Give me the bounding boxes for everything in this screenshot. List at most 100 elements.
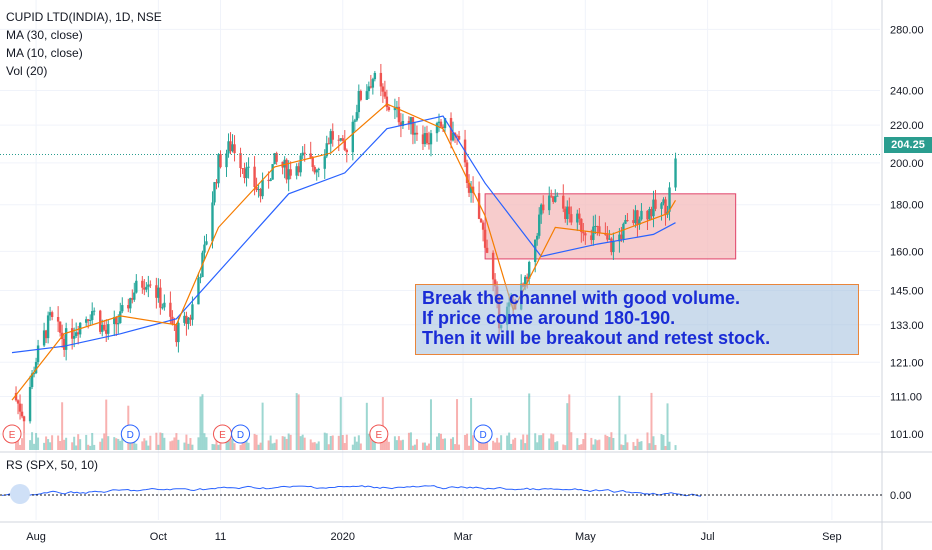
candle-body: [465, 162, 469, 184]
volume-bar: [576, 438, 579, 450]
rs-indicator-legend[interactable]: RS (SPX, 50, 10): [6, 458, 99, 472]
volume-bar: [564, 445, 567, 450]
volume-bar: [275, 439, 278, 450]
candle-body: [413, 132, 417, 135]
volume-bar: [145, 440, 148, 450]
volume-bar: [183, 442, 186, 450]
event-marker: [473, 424, 493, 444]
candle-body: [323, 156, 326, 169]
candle-body: [570, 214, 573, 223]
volume-bar: [65, 437, 68, 450]
volume-bar: [604, 434, 607, 450]
volume-bar: [482, 442, 485, 450]
volume-bar: [297, 394, 300, 450]
volume-bar: [369, 434, 372, 450]
candle-body: [365, 91, 369, 100]
volume-bar: [650, 392, 653, 450]
candle-body: [327, 143, 330, 145]
volume-bar: [496, 437, 499, 450]
volume-bar: [622, 445, 625, 450]
volume-bar: [351, 444, 354, 450]
volume-bar: [594, 439, 597, 450]
legend-volume[interactable]: Vol (20): [6, 64, 48, 78]
volume-bar: [233, 443, 236, 450]
legend-ma10[interactable]: MA (10, close): [6, 46, 83, 60]
candle-body: [233, 144, 236, 154]
candle-body: [568, 206, 571, 215]
event-marker: [231, 424, 251, 444]
volume-bar: [259, 442, 262, 450]
volume-bar: [213, 444, 216, 450]
candle-body: [129, 298, 132, 309]
candle-body: [89, 320, 92, 322]
volume-bar: [45, 436, 48, 450]
candle-body: [247, 166, 250, 168]
candle-body: [626, 220, 629, 222]
volume-bar: [606, 435, 609, 450]
candle-body: [87, 319, 90, 321]
candle-body: [70, 328, 74, 339]
price-tick-label: 180.00: [890, 200, 924, 212]
legend-ma30[interactable]: MA (30, close): [6, 28, 83, 42]
volume-bar: [71, 442, 74, 450]
candle-body: [441, 126, 445, 129]
candle-body: [317, 168, 320, 171]
volume-bar: [566, 403, 569, 450]
volume-bar: [309, 439, 312, 450]
volume-bar: [21, 438, 24, 450]
candle-body: [528, 261, 531, 279]
time-tick-label: Sep: [822, 531, 842, 543]
volume-bar: [107, 436, 110, 450]
volume-bar: [143, 438, 146, 450]
volume-bar: [255, 434, 258, 450]
volume-bar: [668, 441, 671, 450]
candle-body: [213, 182, 216, 203]
volume-bar: [341, 434, 344, 450]
volume-bar: [247, 442, 250, 450]
rs-line: [1, 485, 702, 497]
volume-bar: [646, 432, 649, 450]
volume-bar: [177, 439, 180, 450]
volume-bar: [189, 438, 192, 450]
candle-body: [135, 280, 138, 293]
candle-body: [439, 121, 443, 127]
candle-body: [622, 223, 625, 239]
candle-body: [451, 132, 455, 141]
candle-body: [127, 305, 130, 309]
candle-body: [119, 311, 122, 324]
candle-body: [536, 235, 539, 240]
volume-bar: [612, 437, 615, 450]
candle-body: [525, 276, 529, 279]
annotation-box[interactable]: Break the channel with good volume. If p…: [415, 284, 859, 355]
price-tick-label: 101.00: [890, 429, 924, 441]
volume-bar: [440, 433, 443, 450]
legend-symbol[interactable]: CUPID LTD(INDIA), 1D, NSE: [6, 10, 162, 24]
candle-body: [421, 134, 425, 145]
candle-body: [275, 153, 278, 162]
volume-bar: [93, 444, 96, 450]
volume-bar: [323, 432, 326, 450]
candle-body: [18, 403, 22, 412]
volume-bar: [157, 444, 160, 450]
volume-bar: [492, 440, 495, 450]
candle-body: [594, 225, 597, 227]
candle-body: [271, 164, 274, 180]
price-tick-label: 200.00: [890, 158, 924, 170]
volume-bar: [456, 399, 459, 450]
volume-bar: [229, 437, 232, 450]
volume-bar: [47, 439, 50, 450]
volume-bar: [129, 443, 132, 450]
candle-body: [353, 120, 357, 122]
volume-bar: [554, 442, 557, 450]
candle-body: [103, 324, 106, 330]
volume-bar: [191, 444, 194, 450]
candle-body: [325, 143, 328, 157]
volume-bar: [413, 444, 416, 450]
candle-body: [345, 149, 348, 153]
candle-body: [205, 241, 208, 245]
volume-bar: [63, 439, 66, 450]
volume-bar: [197, 437, 200, 450]
candle-body: [175, 324, 178, 343]
candle-body: [115, 317, 118, 325]
